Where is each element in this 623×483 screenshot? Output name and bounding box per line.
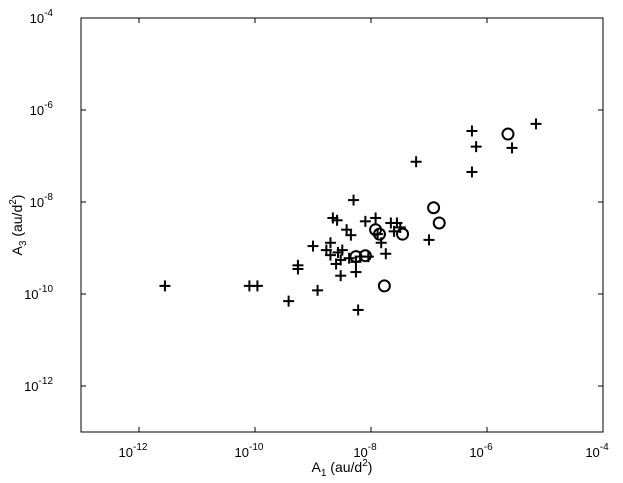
plus-point [466,166,478,178]
plus-point [470,141,482,153]
circle-point [396,227,410,241]
plus-point [348,194,360,206]
plus-point [324,237,336,249]
plus-point [335,270,347,282]
plus-point [345,229,357,241]
plus-point [466,125,478,137]
y-axis-label: A3 (au/d2) [8,195,29,256]
plus-point [359,215,371,227]
tick-layer [81,17,604,432]
plus-point [331,214,343,226]
circle-point [427,201,441,215]
circle-point [358,249,372,263]
plus-point [350,266,362,278]
x-tick-label: 10-10 [235,442,264,460]
y-tick-label: 10-6 [30,100,54,118]
plus-point [312,284,324,296]
plus-point [336,244,348,256]
plus-point [292,263,304,275]
axes-box [80,17,604,433]
points-layer [159,118,542,316]
circle-point [501,127,515,141]
x-tick-label: 10-12 [119,442,148,460]
x-tick-label: 10-6 [469,442,493,460]
y-tick-label: 10-10 [24,284,53,302]
plus-point [343,252,355,264]
y-tick-label: 10-8 [30,192,54,210]
tick-labels-layer: 10-12 10-10 10-8 10-6 10-4 10-12 10-10 10-8 10-6… [24,8,609,460]
plus-point [370,212,382,224]
y-tick-label: 10-4 [30,8,54,26]
plus-point [423,234,435,246]
x-tick-label: 10-8 [353,442,377,460]
plus-point [352,304,364,316]
plus-point [530,118,542,130]
x-axis-label: A1 (au/d2) [312,458,373,479]
plus-point [380,248,392,260]
plus-point [307,240,319,252]
y-tick-label: 10-12 [24,376,53,394]
circle-point [372,227,386,241]
plus-point [324,249,336,261]
plus-point [394,221,406,233]
plus-point [410,156,422,168]
plus-point [251,280,263,292]
plus-point [283,295,295,307]
circle-point [349,250,363,264]
plus-point [335,254,347,266]
circle-point [377,279,391,293]
plus-point [506,142,518,154]
x-tick-label: 10-4 [585,442,609,460]
plus-point [159,280,171,292]
circle-point [432,216,446,230]
